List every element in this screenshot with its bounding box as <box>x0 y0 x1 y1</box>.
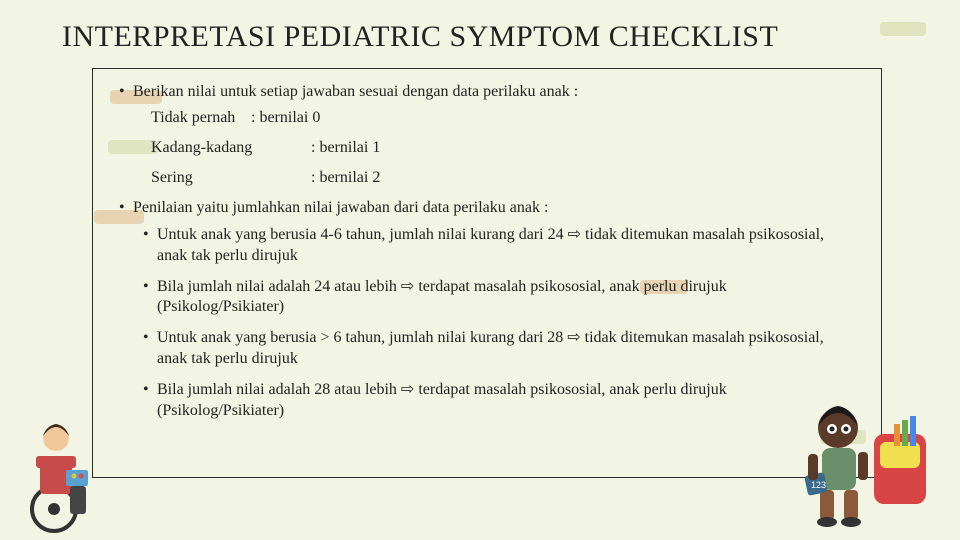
score-row: Tidak pernah: bernilai 0 <box>115 109 859 127</box>
score-row: Sering: bernilai 2 <box>115 169 859 187</box>
assessment-item: Bila jumlah nilai adalah 28 atau lebih ⇨… <box>115 380 859 422</box>
assessment-item: Bila jumlah nilai adalah 24 atau lebih ⇨… <box>115 277 859 319</box>
score-label: Kadang-kadang <box>151 139 311 157</box>
child-backpack-illustration: 123 <box>782 394 932 534</box>
score-label: Tidak pernah <box>151 109 251 127</box>
child-wheelchair-illustration <box>18 414 108 534</box>
score-value: : bernilai 0 <box>251 109 320 126</box>
decorative-brush <box>880 22 926 36</box>
page-title: INTERPRETASI PEDIATRIC SYMPTOM CHECKLIST <box>62 20 778 54</box>
svg-text:123: 123 <box>811 480 826 490</box>
assessment-item: Untuk anak yang berusia 4-6 tahun, jumla… <box>115 225 859 267</box>
score-row: Kadang-kadang: bernilai 1 <box>115 139 859 157</box>
assessment-intro: Penilaian yaitu jumlahkan nilai jawaban … <box>115 199 859 217</box>
assessment-item: Untuk anak yang berusia > 6 tahun, jumla… <box>115 328 859 370</box>
score-label: Sering <box>151 169 311 187</box>
content-box: Berikan nilai untuk setiap jawaban sesua… <box>92 68 882 478</box>
score-value: : bernilai 2 <box>311 169 380 186</box>
intro-bullet: Berikan nilai untuk setiap jawaban sesua… <box>115 83 859 101</box>
score-value: : bernilai 1 <box>311 139 380 156</box>
